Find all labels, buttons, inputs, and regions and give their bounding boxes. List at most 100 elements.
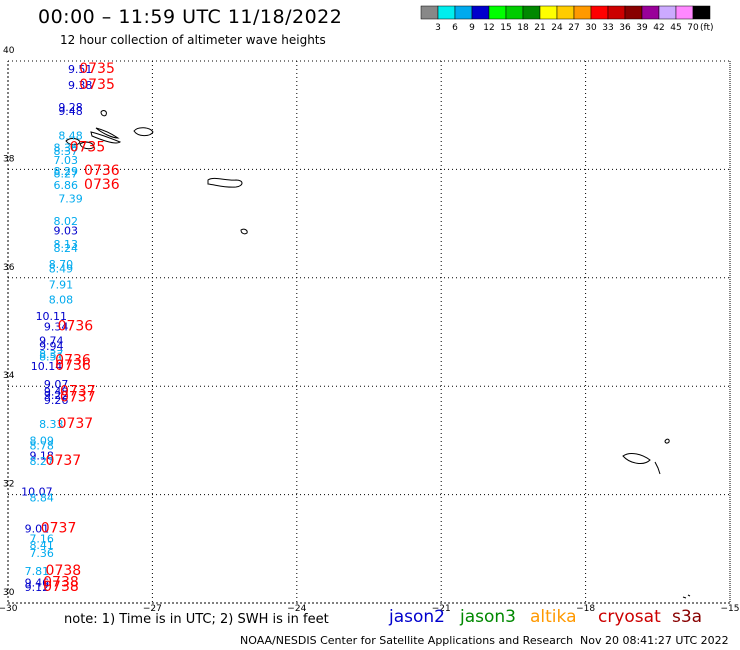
island-desertas <box>654 461 661 475</box>
swh-label: 10.11 <box>36 310 68 323</box>
colorbar-label: 45 <box>670 23 681 33</box>
swh-label: 8.48 <box>58 130 83 143</box>
colorbar-label: 70 <box>687 23 699 33</box>
island-terceira <box>133 127 154 137</box>
swh-label: 9.34 <box>44 320 69 333</box>
island-pico <box>90 131 122 144</box>
island-graciosa <box>100 110 107 117</box>
swh-label: 10.07 <box>21 486 53 499</box>
time-labels: 0735073507350736073607360736073607370737… <box>41 61 120 595</box>
time-label: 0736 <box>84 177 120 193</box>
swh-label: 9.01 <box>25 523 50 536</box>
colorbar-label: 6 <box>452 23 458 33</box>
colorbar-label: 24 <box>551 23 563 33</box>
swh-label: 8.37 <box>39 348 64 361</box>
y-tick-label: 38 <box>3 154 15 164</box>
colorbar-label: 33 <box>602 23 613 33</box>
swh-label: 6.86 <box>54 179 79 192</box>
swh-label: 8.27 <box>29 455 54 468</box>
colorbar-label: 42 <box>653 23 664 33</box>
y-tick-label: 36 <box>3 263 15 273</box>
colorbar-label: 21 <box>534 23 545 33</box>
x-tick-label: −24 <box>287 604 306 614</box>
satellite-jason2: jason2 <box>389 607 445 627</box>
time-label: 0735 <box>79 77 115 93</box>
chart-title: 00:00 – 11:59 UTC 11/18/2022 <box>38 6 343 28</box>
swh-label: 9.38 <box>68 79 93 92</box>
coastlines <box>65 110 691 599</box>
y-tick-label: 30 <box>3 588 15 598</box>
island-flores <box>65 138 81 146</box>
x-tick-label: −30 <box>0 604 18 614</box>
swh-label: 7.91 <box>49 279 74 292</box>
swh-label: 7.36 <box>29 547 54 560</box>
time-label: 0738 <box>46 563 82 579</box>
x-tick-label: −27 <box>143 604 162 614</box>
satellite-s3a: s3a <box>672 607 703 627</box>
swh-label: 8.33 <box>39 418 64 431</box>
swh-label: 9.74 <box>39 334 64 347</box>
swh-label: 9.46 <box>25 577 50 590</box>
swh-label: 8.13 <box>54 238 79 251</box>
satellite-cryosat: cryosat <box>598 607 661 627</box>
swh-label: 8.24 <box>54 242 79 255</box>
swh-label: 8.41 <box>29 539 54 552</box>
colorbar-unit: (ft) <box>700 23 714 33</box>
colorbar-label: 12 <box>483 23 494 33</box>
swh-label: 10.14 <box>31 360 63 373</box>
swh-label: 9.48 <box>44 385 69 398</box>
x-tick-label: −18 <box>576 604 595 614</box>
colorbar-label: 27 <box>568 23 579 33</box>
colorbar-label: 18 <box>517 23 529 33</box>
satellite-altika: altika <box>530 607 577 627</box>
swh-label: 9.03 <box>54 224 79 237</box>
y-tick-label: 40 <box>3 46 15 56</box>
swh-label: 7.39 <box>58 192 83 205</box>
swh-label: 9.18 <box>29 449 54 462</box>
island-faial <box>79 141 95 150</box>
time-label: 0738 <box>43 575 79 591</box>
wave-height-labels: 9.519.389.289.488.488.368.377.038.298.27… <box>21 63 92 594</box>
swh-label: 8.70 <box>49 258 74 271</box>
swh-label: 8.09 <box>29 435 54 448</box>
swh-label: 9.51 <box>68 63 93 76</box>
time-label: 0736 <box>55 358 91 374</box>
time-label: 0738 <box>43 579 79 595</box>
footer-credit: NOAA/NESDIS Center for Satellite Applica… <box>240 634 574 647</box>
time-label: 0735 <box>79 61 115 77</box>
plot-border <box>7 60 731 604</box>
swh-label: 9.94 <box>39 340 64 353</box>
island-santa-maria <box>240 228 248 235</box>
time-label: 0737 <box>60 389 96 405</box>
plot-frame <box>7 60 731 604</box>
time-label: 0736 <box>55 353 91 369</box>
island-selvagens <box>682 594 691 599</box>
swh-label: 8.08 <box>49 293 74 306</box>
swh-label: 9.28 <box>58 101 83 114</box>
swh-label: 9.26 <box>44 394 69 407</box>
colorbar-label: 3 <box>435 23 441 33</box>
island-madeira <box>622 452 651 464</box>
swh-label: 9.12 <box>25 581 50 594</box>
time-label: 0736 <box>84 163 120 179</box>
time-label: 0735 <box>70 140 106 156</box>
swh-label: 8.36 <box>54 142 79 155</box>
swh-label: 9.07 <box>44 378 69 391</box>
colorbar-label: 39 <box>636 23 648 33</box>
satellite-jason3: jason3 <box>460 607 516 627</box>
colorbar-label: 30 <box>585 23 597 33</box>
swh-label: 7.03 <box>54 154 79 167</box>
grid-lines <box>7 60 731 604</box>
swh-label: 8.02 <box>54 215 79 228</box>
swh-label: 7.16 <box>29 532 54 545</box>
colorbar-label: 9 <box>469 23 475 33</box>
y-tick-label: 34 <box>3 371 15 381</box>
time-label: 0737 <box>60 383 96 399</box>
swh-label: 8.37 <box>54 145 79 158</box>
swh-label: 8.78 <box>29 440 54 453</box>
island-porto-santo <box>664 438 670 444</box>
x-tick-label: −15 <box>721 604 740 614</box>
x-tick-label: −21 <box>432 604 451 614</box>
footer-note: note: 1) Time is in UTC; 2) SWH is in fe… <box>64 612 329 627</box>
